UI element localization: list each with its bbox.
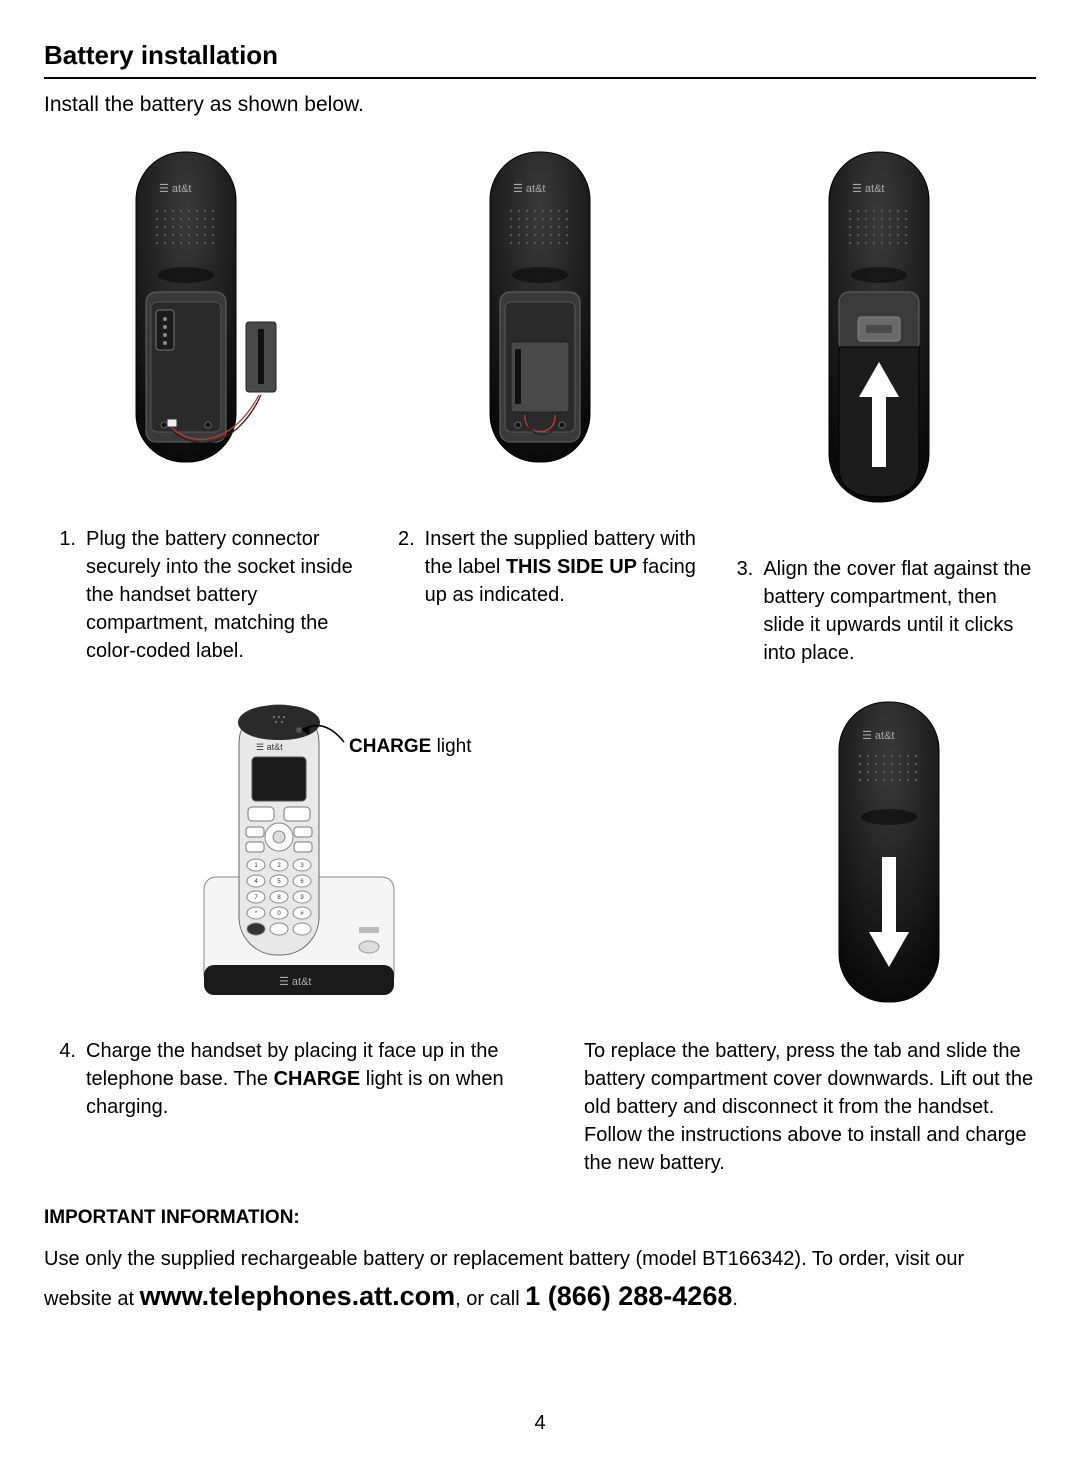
step-3-column: ☰ at&t <box>721 147 1036 667</box>
replace-text: To replace the battery, press the tab an… <box>584 1037 1036 1177</box>
mid-row: ☰ at&t ☰ at&t <box>44 697 1036 1007</box>
step-2-body: Insert the supplied battery with the lab… <box>425 525 698 609</box>
svg-text:☰ at&t: ☰ at&t <box>159 183 192 195</box>
step-2-num: 2. <box>383 525 425 609</box>
step-1-num: 1. <box>44 525 86 665</box>
step-1-body: Plug the battery connector securely into… <box>86 525 359 665</box>
step-2-figure: ☰ at&t <box>383 147 698 497</box>
step-3-body: Align the cover flat against the battery… <box>763 555 1036 667</box>
step-4-text: 4. Charge the handset by placing it face… <box>44 1037 534 1121</box>
step-4-body: Charge the handset by placing it face up… <box>86 1037 534 1121</box>
step-1-text: 1. Plug the battery connector securely i… <box>44 525 359 665</box>
step-1-figure: ☰ at&t <box>44 147 359 497</box>
step-3-figure: ☰ at&t <box>721 147 1036 527</box>
page-number: 4 <box>0 1412 1080 1435</box>
intro-text: Install the battery as shown below. <box>44 93 1036 117</box>
step-1-column: ☰ at&t <box>44 147 359 667</box>
step-4-num: 4. <box>44 1037 86 1121</box>
page-title: Battery installation <box>44 40 1036 79</box>
svg-text:CHARGE light: CHARGE light <box>349 736 472 757</box>
svg-text:☰ at&t: ☰ at&t <box>862 730 895 742</box>
step-3-num: 3. <box>721 555 763 667</box>
step-2-text: 2. Insert the supplied battery with the … <box>383 525 698 609</box>
steps-row: ☰ at&t <box>44 147 1036 667</box>
charge-figure: ☰ at&t ☰ at&t <box>124 697 544 1007</box>
svg-text:☰ at&t: ☰ at&t <box>256 742 283 752</box>
svg-text:☰ at&t: ☰ at&t <box>279 976 311 988</box>
svg-text:☰ at&t: ☰ at&t <box>852 183 885 195</box>
step-2-column: ☰ at&t 2. <box>383 147 698 667</box>
important-heading: IMPORTANT INFORMATION: <box>44 1207 1036 1229</box>
step-3-text: 3. Align the cover flat against the batt… <box>721 555 1036 667</box>
important-body: Use only the supplied rechargeable batte… <box>44 1243 1036 1318</box>
bottom-captions: 4. Charge the handset by placing it face… <box>44 1037 1036 1177</box>
svg-text:☰ at&t: ☰ at&t <box>513 183 546 195</box>
remove-figure: ☰ at&t <box>704 697 1074 1007</box>
